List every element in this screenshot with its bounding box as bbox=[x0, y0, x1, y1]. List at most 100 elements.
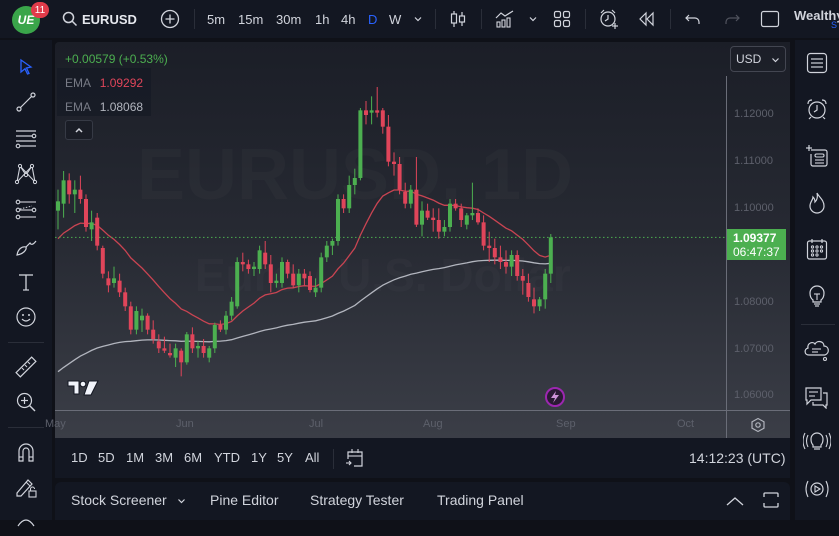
compare-symbol-button[interactable] bbox=[160, 0, 180, 38]
range-5y[interactable]: 5Y bbox=[277, 450, 293, 465]
time-axis[interactable]: May Jun Jul Aug Sep Oct bbox=[45, 410, 790, 438]
price-chart[interactable] bbox=[0, 0, 839, 520]
candle bbox=[156, 341, 161, 349]
icon-tool[interactable] bbox=[12, 303, 40, 331]
cursor-tool[interactable] bbox=[12, 53, 40, 81]
candle bbox=[246, 264, 251, 269]
candle bbox=[162, 348, 167, 351]
pattern-tool[interactable] bbox=[12, 160, 40, 188]
range-1y[interactable]: 1Y bbox=[251, 450, 267, 465]
ideas-button[interactable] bbox=[803, 282, 831, 310]
alerts-button[interactable] bbox=[803, 95, 831, 123]
broadcast-bulb-icon bbox=[803, 432, 831, 450]
replay-button[interactable] bbox=[638, 0, 656, 38]
tab-stock-screener[interactable]: Stock Screener bbox=[71, 492, 186, 508]
messages-button[interactable] bbox=[803, 383, 831, 411]
expand-panel-button[interactable] bbox=[725, 494, 745, 512]
horizontal-lines-tool[interactable] bbox=[12, 124, 40, 152]
timeframe-30m[interactable]: 30m bbox=[276, 0, 301, 38]
events-button[interactable] bbox=[545, 387, 565, 407]
currency-value: USD bbox=[736, 52, 762, 66]
timeframe-w[interactable]: W bbox=[389, 0, 401, 38]
candle bbox=[352, 178, 357, 185]
tab-trading-panel[interactable]: Trading Panel bbox=[437, 492, 524, 508]
candle bbox=[252, 266, 256, 269]
collapse-legend-button[interactable] bbox=[65, 120, 93, 140]
smiley-icon bbox=[16, 307, 36, 327]
brush-tool[interactable] bbox=[12, 233, 40, 261]
add-watchlist-button[interactable] bbox=[803, 142, 831, 170]
range-1m[interactable]: 1M bbox=[126, 450, 145, 465]
fullscreen-button[interactable] bbox=[760, 0, 780, 38]
candle bbox=[543, 273, 548, 300]
price-axis-border bbox=[726, 76, 727, 410]
indicators-dropdown[interactable] bbox=[528, 0, 538, 38]
magnet-tool[interactable] bbox=[12, 438, 40, 466]
alarm-plus-icon bbox=[600, 9, 618, 29]
ema-fast-legend[interactable]: EMA 1.09292 bbox=[65, 76, 143, 90]
tab-strategy-tester[interactable]: Strategy Tester bbox=[310, 492, 404, 508]
timeframe-4h[interactable]: 4h bbox=[341, 0, 355, 38]
candle bbox=[112, 278, 116, 283]
hotlists-button[interactable] bbox=[803, 189, 831, 217]
timeframe-1h[interactable]: 1h bbox=[315, 0, 329, 38]
text-icon bbox=[19, 274, 33, 291]
range-1d[interactable]: 1D bbox=[71, 450, 88, 465]
pencil-lock-icon bbox=[16, 479, 37, 498]
ema-fast-line[interactable] bbox=[57, 189, 551, 326]
range-6m[interactable]: 6M bbox=[184, 450, 203, 465]
range-all[interactable]: All bbox=[305, 450, 320, 465]
ema-label: EMA bbox=[65, 76, 91, 90]
timeframe-dropdown[interactable] bbox=[413, 0, 423, 38]
candle bbox=[168, 353, 172, 356]
tab-pine-editor[interactable]: Pine Editor bbox=[210, 492, 279, 508]
currency-select[interactable]: USD bbox=[730, 46, 786, 72]
layouts-button[interactable] bbox=[553, 0, 571, 38]
live-button[interactable] bbox=[803, 475, 831, 503]
price-axis[interactable]: 1.12000 1.11000 1.10000 1.08000 1.07000 … bbox=[726, 42, 790, 410]
zoom-in-tool[interactable] bbox=[12, 388, 40, 416]
candle bbox=[436, 220, 441, 232]
chats-button[interactable] bbox=[803, 336, 831, 364]
range-ytd[interactable]: YTD bbox=[214, 450, 240, 465]
redo-button[interactable] bbox=[723, 0, 741, 38]
timeframe-15m[interactable]: 15m bbox=[238, 0, 263, 38]
trend-line-tool[interactable] bbox=[12, 88, 40, 116]
candle bbox=[498, 257, 503, 262]
streams-button[interactable] bbox=[803, 428, 831, 456]
lock-drawings-tool[interactable] bbox=[12, 473, 40, 501]
candle bbox=[347, 185, 352, 209]
ema-slow-line[interactable] bbox=[57, 259, 551, 373]
chart-settings-button[interactable] bbox=[750, 417, 766, 438]
calendar-button[interactable] bbox=[803, 235, 831, 263]
date-range-bar: 1D 5D 1M 3M 6M YTD 1Y 5Y All 14:12:23 (U… bbox=[55, 438, 790, 478]
chart-pane[interactable]: EURUSD, 1D Euro / U.S. Dollar bbox=[55, 42, 790, 438]
measure-tool[interactable] bbox=[12, 353, 40, 381]
timeframe-5m[interactable]: 5m bbox=[207, 0, 225, 38]
current-price-tag: 1.09377 06:47:37 bbox=[727, 229, 786, 260]
range-3m[interactable]: 3M bbox=[155, 450, 174, 465]
timeframe-d[interactable]: D bbox=[368, 0, 377, 38]
candle bbox=[117, 280, 122, 293]
go-to-date-button[interactable] bbox=[345, 447, 365, 474]
settings-hex-icon bbox=[751, 417, 765, 433]
prediction-tool[interactable] bbox=[12, 196, 40, 224]
range-5d[interactable]: 5D bbox=[98, 450, 115, 465]
indicators-button[interactable] bbox=[494, 0, 516, 38]
symbol-search-button[interactable]: EURUSD bbox=[62, 0, 137, 38]
candle bbox=[408, 189, 413, 204]
ema-slow-legend[interactable]: EMA 1.08068 bbox=[65, 100, 143, 114]
candle bbox=[380, 110, 385, 127]
time-tick: Jun bbox=[176, 418, 194, 430]
divider bbox=[481, 9, 482, 29]
chart-type-button[interactable] bbox=[449, 0, 467, 38]
utc-clock[interactable]: 14:12:23 (UTC) bbox=[689, 450, 786, 466]
chevron-down-icon bbox=[529, 17, 537, 22]
text-tool[interactable] bbox=[12, 268, 40, 296]
watchlist-button[interactable] bbox=[803, 49, 831, 77]
maximize-panel-button[interactable] bbox=[762, 491, 780, 514]
create-alert-button[interactable] bbox=[598, 0, 620, 38]
undo-button[interactable] bbox=[684, 0, 702, 38]
account-button[interactable]: Wealthy bbox=[794, 0, 839, 34]
indicators-icon bbox=[495, 10, 514, 28]
